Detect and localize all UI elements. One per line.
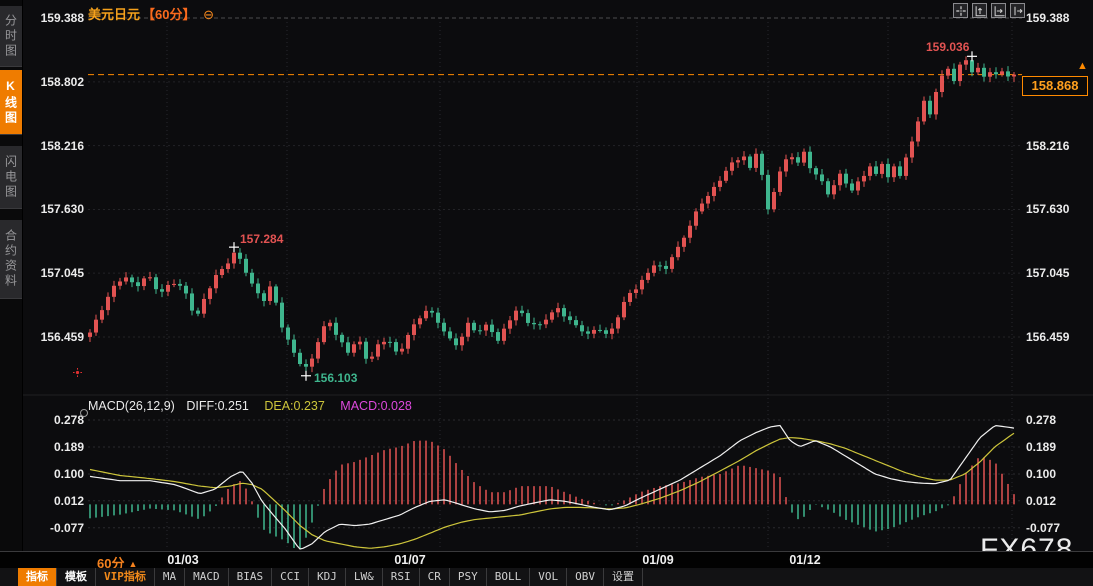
macd-tick-right: -0.077 (1026, 520, 1061, 535)
tab-PSY[interactable]: PSY (450, 568, 487, 586)
macd-params: MACD(26,12,9) (88, 399, 175, 413)
macd-tick-left: 0.278 (53, 413, 84, 427)
price-tick-right: 157.630 (1026, 202, 1070, 217)
price-tick-right: 159.388 (1026, 11, 1070, 25)
sidebar: 分时图 K线图闪电图合约资料 (0, 0, 23, 551)
swing-low-label: 156.103 (314, 371, 358, 385)
macd-tick-left: 0.012 (53, 493, 84, 508)
chart-title: 美元日元 【60分】 ⊖ (88, 4, 214, 23)
price-tick-left: 159.388 (40, 11, 84, 25)
macd-header: MACD(26,12,9) DIFF:0.251 DEA:0.237 MACD:… (88, 399, 412, 413)
last-price-badge: 158.868 (1022, 76, 1088, 96)
indicator-toolbar: 指标 模板 VIP指标 MA MACD BIAS CCI KDJ LW& RSI CR PSY BOLL… (0, 568, 1093, 586)
time-label-01-09: 01/09 (642, 553, 674, 567)
chart-canvas[interactable] (0, 0, 1093, 568)
price-tick-left: 157.630 (40, 202, 84, 217)
tab-KDJ[interactable]: KDJ (309, 568, 346, 586)
move-tool-icon (955, 5, 966, 16)
dropdown-arrow-icon: ▲ (128, 559, 138, 569)
price-tick-right: 157.045 (1026, 266, 1070, 281)
macd-tick-left: 0.189 (53, 440, 84, 454)
macd-tick-right: 0.012 (1026, 493, 1057, 508)
price-up-arrow-icon: ▲ (1077, 60, 1088, 72)
chart-tools (953, 3, 1025, 18)
macd-tick-left: -0.077 (49, 520, 84, 535)
macd-diff-value: DIFF:0.251 (186, 399, 249, 413)
tab-CCI[interactable]: CCI (272, 568, 309, 586)
zoom-vertical-button[interactable] (972, 3, 987, 18)
time-label-01-07: 01/07 (394, 553, 426, 567)
macd-tick-left: 0.100 (53, 467, 84, 481)
time-label-01-12: 01/12 (789, 553, 821, 567)
tab-LW&[interactable]: LW& (346, 568, 383, 586)
tab-OBV[interactable]: OBV (567, 568, 604, 586)
tab-MA[interactable]: MA (155, 568, 186, 586)
zoom-vertical-icon (975, 5, 986, 16)
macd-dea-value: DEA:0.237 (264, 399, 325, 413)
pan-right-button[interactable] (1010, 3, 1025, 18)
price-tick-right: 158.216 (1026, 138, 1070, 153)
price-tick-left: 156.459 (40, 329, 84, 344)
macd-panel-toggle-icon[interactable] (80, 409, 88, 417)
macd-tick-right: 0.189 (1026, 440, 1057, 454)
zoom-horizontal-button[interactable] (991, 3, 1006, 18)
zoom-horizontal-icon (994, 5, 1005, 16)
tab-BIAS[interactable]: BIAS (229, 568, 273, 586)
sidebar-item-2[interactable]: K线图 (0, 70, 22, 135)
tab-RSI[interactable]: RSI (383, 568, 420, 586)
move-tool-button[interactable] (953, 3, 968, 18)
sidebar-item-4[interactable]: 合约资料 (0, 220, 22, 299)
tab-指标[interactable]: 指标 (18, 568, 57, 586)
price-tick-right: 156.459 (1026, 329, 1070, 344)
tab-VIP指标[interactable]: VIP指标 (96, 568, 155, 586)
pan-right-icon (1013, 6, 1023, 15)
tab-模板[interactable]: 模板 (57, 568, 96, 586)
time-label-01-03: 01/03 (167, 553, 199, 567)
swing-high-label: 157.284 (240, 232, 284, 246)
price-tick-left: 157.045 (40, 266, 84, 281)
price-tick-left: 158.216 (40, 138, 84, 153)
tab-BOLL[interactable]: BOLL (487, 568, 531, 586)
time-axis-row: 60分 ▲ 01/03 01/07 01/09 01/12 (0, 551, 1093, 572)
tab-设置[interactable]: 设置 (604, 568, 643, 586)
period-high-label: 159.036 (926, 40, 970, 54)
live-indicator-icon (73, 364, 82, 377)
macd-tick-right: 0.278 (1026, 413, 1057, 427)
timeframe-badge: 【60分】 (142, 7, 196, 22)
timeframe-selector-label: 60分 (97, 556, 125, 571)
macd-tick-right: 0.100 (1026, 467, 1057, 481)
price-tick-left: 158.802 (40, 74, 84, 89)
collapse-icon[interactable]: ⊖ (203, 7, 215, 22)
timeframe-selector[interactable]: 60分 ▲ (97, 553, 137, 572)
sidebar-item-3[interactable]: 闪电图 (0, 146, 22, 209)
tab-CR[interactable]: CR (420, 568, 450, 586)
macd-macd-value: MACD:0.028 (340, 399, 412, 413)
symbol-name: 美元日元 (88, 7, 141, 22)
tab-MACD[interactable]: MACD (185, 568, 229, 586)
sidebar-item-1[interactable]: 分时图 (0, 6, 22, 67)
tab-VOL[interactable]: VOL (530, 568, 568, 586)
